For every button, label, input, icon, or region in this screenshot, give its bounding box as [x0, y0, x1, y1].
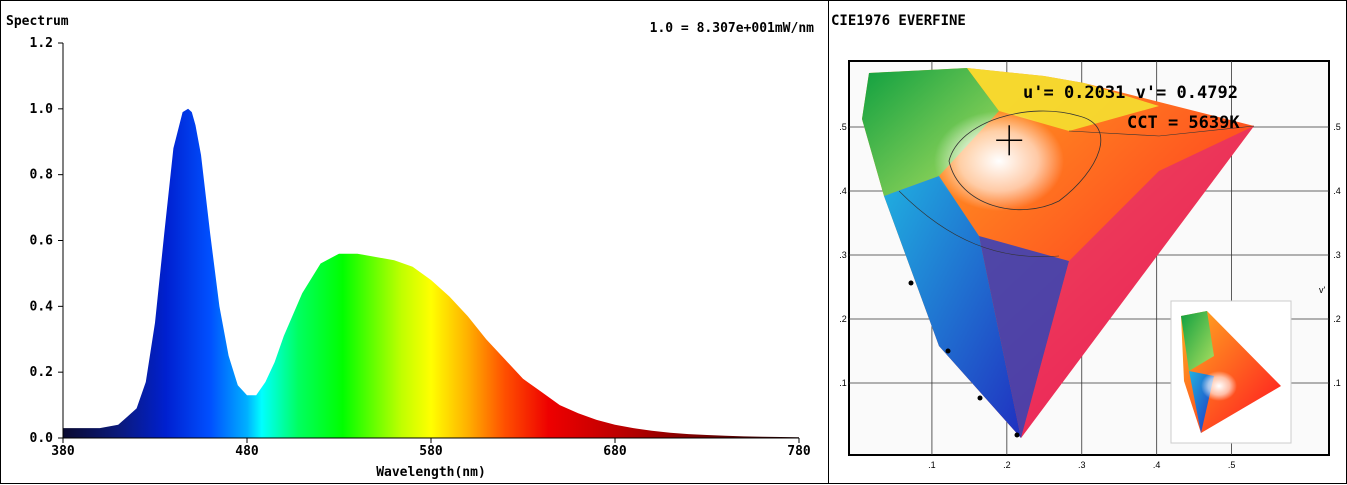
cie-panel: .1 .2 .3 .4 .5 .1 .1 .2 .2 .3 .3 .4 .4 .5 .5 v' CIE19…: [828, 0, 1347, 484]
cie-x-tick-label: .4: [1153, 460, 1161, 470]
x-tick-label: 580: [419, 444, 443, 459]
cie-y-tick-label: .3: [839, 250, 847, 260]
y-tick-label: 0.6: [30, 234, 54, 249]
cie-y-tick-label: .2: [839, 314, 847, 324]
cie-x-tick-label: .1: [928, 460, 936, 470]
cie-diagram: .1 .2 .3 .4 .5 .1 .1 .2 .2 .3 .3 .4 .4 .5 .5 v': [839, 60, 1341, 470]
y-tick-label: 0.0: [30, 431, 54, 446]
chromaticity-marker: [996, 125, 1023, 156]
cie-x-tick-label: .2: [1003, 460, 1011, 470]
x-tick-label: 480: [235, 444, 259, 459]
chart-title: Spectrum: [6, 14, 69, 29]
x-ticks: 380 480 580 680 780: [51, 438, 811, 459]
cie-x-ticks: .1 .2 .3 .4 .5: [928, 460, 1235, 470]
y-tick-label: 0.4: [30, 299, 54, 314]
cie-title: CIE1976 EVERFINE: [831, 13, 966, 29]
cie-y-tick-label: .5: [839, 122, 847, 132]
y-tick-label: 1.0: [30, 102, 54, 117]
cie-y-tick-label: .4: [839, 186, 847, 196]
uv-coordinates: u'= 0.2031 v'= 0.4792: [1023, 83, 1238, 103]
cie-x-tick-label: .3: [1078, 460, 1086, 470]
x-axis-label: Wavelength(nm): [376, 465, 486, 480]
y-ticks: 0.0 0.2 0.4 0.6 0.8 1.0 1.2: [30, 36, 63, 446]
scale-note: 1.0 = 8.307e+001mW/nm: [649, 21, 814, 36]
cie-y-tick-label: .3: [1333, 250, 1341, 260]
x-tick-label: 780: [787, 444, 811, 459]
spectrum-curve-fill: [63, 108, 799, 439]
cie-y-ticks: .1 .1 .2 .2 .3 .3 .4 .4 .5 .5: [839, 122, 1341, 388]
y-tick-label: 1.2: [30, 36, 53, 51]
y-tick-label: 0.2: [30, 365, 53, 380]
cie-y-tick-label: .2: [1333, 314, 1341, 324]
chromaticity-gamut: [862, 68, 1255, 438]
inset-diagram: [1170, 300, 1292, 444]
cie-y-tick-label: .1: [1333, 378, 1341, 388]
spectrum-panel: 0.0 0.2 0.4 0.6 0.8 1.0 1.2 380 480 580 680 780 Wa…: [0, 0, 829, 484]
x-tick-label: 380: [51, 444, 75, 459]
spectrum-chart: 0.0 0.2 0.4 0.6 0.8 1.0 1.2 380 480 580 680 780 Wa…: [30, 36, 811, 480]
y-tick-label: 0.8: [30, 168, 54, 183]
cie-y-axis-label: v': [1319, 285, 1326, 295]
cie-y-tick-label: .4: [1333, 186, 1341, 196]
x-tick-label: 680: [603, 444, 627, 459]
cie-x-tick-label: .5: [1228, 460, 1236, 470]
cie-y-tick-label: .1: [839, 378, 847, 388]
cct-value: CCT = 5639K: [1127, 113, 1240, 133]
cie-y-tick-label: .5: [1333, 122, 1341, 132]
